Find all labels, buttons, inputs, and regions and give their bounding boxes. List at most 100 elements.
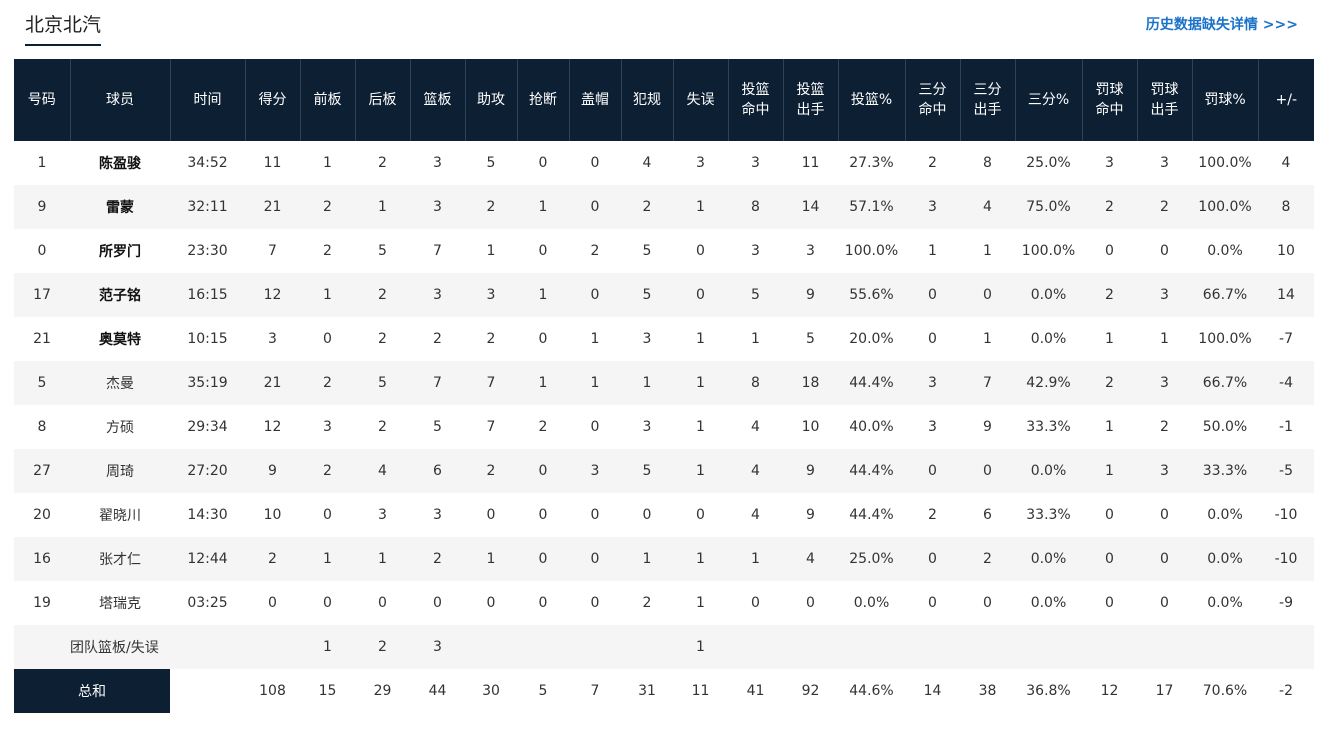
- stat-cell: 33.3%: [1026, 507, 1071, 523]
- totals-row: 总和 108 15 29 44 30 5 7 31 11 41 92 44.6% 14 38 36.8% 12 1…: [14, 669, 1314, 713]
- stat-cell: 0: [1160, 507, 1169, 523]
- stat-cell: 75.0%: [1015, 185, 1082, 229]
- stat-cell: 0: [590, 155, 600, 171]
- stat-cell: 17: [14, 273, 70, 317]
- stat-cell: 1: [673, 449, 728, 493]
- stat-cell: 11: [263, 155, 282, 171]
- stat-cell: 14:30: [187, 507, 228, 523]
- stat-cell: 2: [245, 537, 300, 581]
- stat-cell: 4: [728, 449, 783, 493]
- stat-cell: 14: [1258, 273, 1314, 317]
- history-missing-data-link[interactable]: 历史数据缺失详情 >>>: [1145, 17, 1298, 33]
- stat-cell: 9: [983, 419, 992, 435]
- stat-cell: 44.4%: [838, 361, 905, 405]
- player-name[interactable]: 杰曼: [70, 361, 170, 405]
- stat-cell: 12:44: [170, 537, 245, 581]
- player-name[interactable]: 陈盈骏: [99, 156, 141, 172]
- player-name[interactable]: 塔瑞克: [99, 596, 141, 612]
- stat-cell: 4: [642, 155, 652, 171]
- stat-cell: 3: [1160, 155, 1169, 171]
- stat-cell: 3: [433, 155, 442, 171]
- stat-cell: [783, 625, 838, 669]
- stat-cell: [517, 625, 569, 669]
- stat-cell: 1: [355, 185, 410, 229]
- team-tab-beijing[interactable]: 北京北汽: [25, 10, 102, 46]
- stat-cell: 100.0%: [1198, 331, 1252, 347]
- stat-cell: 4: [783, 537, 838, 581]
- stat-cell: 3: [410, 185, 465, 229]
- column-header: 三分 出手: [960, 59, 1016, 141]
- stat-cell: 1: [696, 331, 705, 347]
- column-header: 投篮%: [838, 59, 906, 141]
- stat-cell: 0: [1082, 537, 1137, 581]
- column-header: 犯规: [621, 59, 674, 141]
- stat-cell: 0: [1105, 507, 1114, 523]
- player-name[interactable]: 雷蒙: [70, 185, 170, 229]
- stat-cell: -5: [1258, 449, 1314, 493]
- stat-cell: 3: [751, 243, 760, 259]
- stat-cell: 8: [1258, 185, 1314, 229]
- total-cell: 14: [905, 669, 960, 713]
- stat-cell: [1192, 625, 1258, 669]
- column-header: 篮板: [410, 59, 466, 141]
- stat-cell: 0: [642, 507, 652, 523]
- stat-cell: 1: [673, 361, 728, 405]
- stat-cell: 2: [323, 243, 332, 259]
- stat-cell: 7: [486, 419, 496, 435]
- player-row: 27 周琦 27:20 9 2 4 6 2 0 3 5 1 4 9 44.4% 0 0 0.0% 1 3 33.3% -5: [14, 449, 1314, 493]
- stat-cell: 0: [433, 595, 442, 611]
- stat-cell: 100.0%: [1192, 185, 1258, 229]
- stat-cell: 50.0%: [1202, 419, 1248, 435]
- total-cell: 92: [783, 669, 838, 713]
- stat-cell: 0: [569, 537, 621, 581]
- stat-cell: 25.0%: [1026, 155, 1071, 171]
- stat-cell: 2: [300, 361, 355, 405]
- stat-cell: 3: [642, 419, 652, 435]
- column-header: 后板: [355, 59, 411, 141]
- stat-cell: 4: [751, 419, 760, 435]
- stat-cell: 100.0%: [1021, 243, 1076, 259]
- stat-cell: 4: [751, 507, 760, 523]
- player-name[interactable]: 周琦: [70, 449, 170, 493]
- player-name[interactable]: 奥莫特: [99, 332, 141, 348]
- stat-cell: 0.0%: [1015, 449, 1082, 493]
- stat-cell: 1: [517, 185, 569, 229]
- stat-cell: 1: [569, 361, 621, 405]
- stat-cell: 2: [300, 449, 355, 493]
- stat-cell: [1015, 625, 1082, 669]
- stat-cell: 44.4%: [838, 449, 905, 493]
- player-name[interactable]: 张才仁: [70, 537, 170, 581]
- stat-cell: 7: [433, 243, 442, 259]
- stat-cell: 0: [323, 331, 332, 347]
- stat-cell: 25.0%: [838, 537, 905, 581]
- stat-cell: 6: [410, 449, 465, 493]
- stat-cell: 1: [928, 243, 937, 259]
- stat-cell: 0: [323, 595, 332, 611]
- stat-cell: [1082, 625, 1137, 669]
- stat-cell: 1: [517, 273, 569, 317]
- stat-cell: 2: [538, 419, 548, 435]
- column-header: 号码: [14, 59, 71, 141]
- stat-cell: 10: [263, 507, 282, 523]
- stat-cell: 2: [410, 537, 465, 581]
- total-cell: 7: [569, 669, 621, 713]
- stat-cell: 0: [673, 273, 728, 317]
- stat-cell: 16:15: [170, 273, 245, 317]
- stat-cell: -4: [1258, 361, 1314, 405]
- total-cell: 5: [517, 669, 569, 713]
- stat-cell: 7: [960, 361, 1015, 405]
- stat-cell: 5: [355, 361, 410, 405]
- stat-cell: 5: [642, 243, 652, 259]
- stat-cell: 55.6%: [838, 273, 905, 317]
- stat-cell: [245, 625, 300, 669]
- stat-cell: 7: [465, 361, 517, 405]
- player-name[interactable]: 翟晓川: [99, 508, 141, 524]
- stat-cell: 3: [569, 449, 621, 493]
- total-cell: 108: [245, 669, 300, 713]
- player-name[interactable]: 范子铭: [70, 273, 170, 317]
- stat-cell: 9: [783, 449, 838, 493]
- player-name[interactable]: 所罗门: [99, 244, 141, 260]
- player-name[interactable]: 方硕: [106, 420, 134, 436]
- stat-cell: 3: [410, 625, 465, 669]
- column-header: 罚球%: [1192, 59, 1259, 141]
